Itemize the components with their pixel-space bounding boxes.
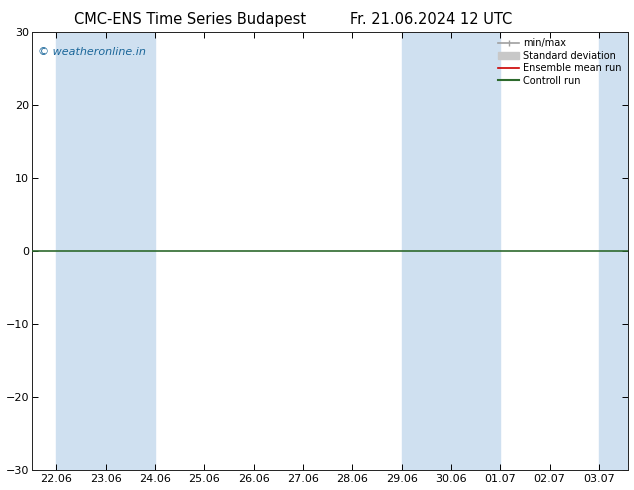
Text: CMC-ENS Time Series Budapest: CMC-ENS Time Series Budapest: [74, 12, 306, 27]
Bar: [451, 32, 500, 469]
Bar: [401, 32, 451, 469]
Text: © weatheronline.in: © weatheronline.in: [38, 47, 146, 57]
Legend: min/max, Standard deviation, Ensemble mean run, Controll run: min/max, Standard deviation, Ensemble me…: [496, 36, 624, 88]
Bar: [599, 32, 628, 469]
Text: Fr. 21.06.2024 12 UTC: Fr. 21.06.2024 12 UTC: [350, 12, 512, 27]
Bar: [106, 32, 155, 469]
Bar: [56, 32, 106, 469]
